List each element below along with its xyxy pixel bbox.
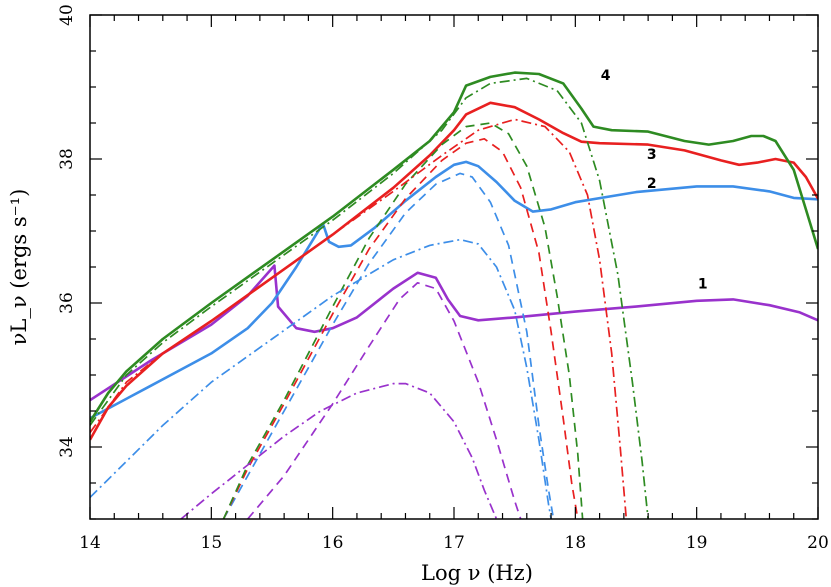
x-tick-label: 17 (443, 533, 465, 553)
curve-label-1: 1 (698, 277, 708, 293)
axis-ticks (89, 14, 819, 520)
series-1-total (90, 264, 818, 402)
x-tick-label: 14 (79, 533, 101, 553)
y-tick-label: 36 (57, 292, 77, 314)
x-tick-label: 15 (201, 533, 223, 553)
series-1-dashed (247, 281, 522, 519)
series-2-dashed (222, 172, 555, 519)
series-1-dash-dot (180, 382, 498, 519)
curve-label-3: 3 (647, 147, 657, 163)
series-3-dash-dot (90, 118, 628, 519)
x-tick-label: 20 (807, 533, 829, 553)
y-tick-label: 40 (57, 4, 77, 26)
x-tick-labels: 14 15 16 17 18 19 20 (79, 533, 829, 553)
x-tick-label: 19 (686, 533, 708, 553)
y-tick-label: 38 (57, 148, 77, 170)
series-2-dash-dot (90, 238, 552, 519)
series-3-total (90, 101, 818, 441)
curve-label-2: 2 (647, 176, 657, 192)
series-3-dashed (222, 137, 579, 519)
y-axis-title: νL_ν (ergs s⁻¹) (7, 189, 31, 346)
y-tick-label: 34 (57, 436, 77, 458)
series-4-dashed (222, 122, 584, 519)
y-tick-labels: 34 36 38 40 (57, 4, 77, 458)
plot-frame (89, 14, 819, 520)
series-4-total (90, 71, 818, 423)
x-tick-label: 18 (565, 533, 587, 553)
curves-group (90, 71, 818, 519)
x-tick-label: 16 (322, 533, 344, 553)
curve-labels: 1 2 3 4 (601, 68, 708, 293)
series-4-dash-dot (90, 77, 649, 519)
series-2-total (90, 160, 818, 420)
curve-label-4: 4 (601, 68, 611, 84)
x-axis-title: Log ν (Hz) (421, 561, 533, 585)
